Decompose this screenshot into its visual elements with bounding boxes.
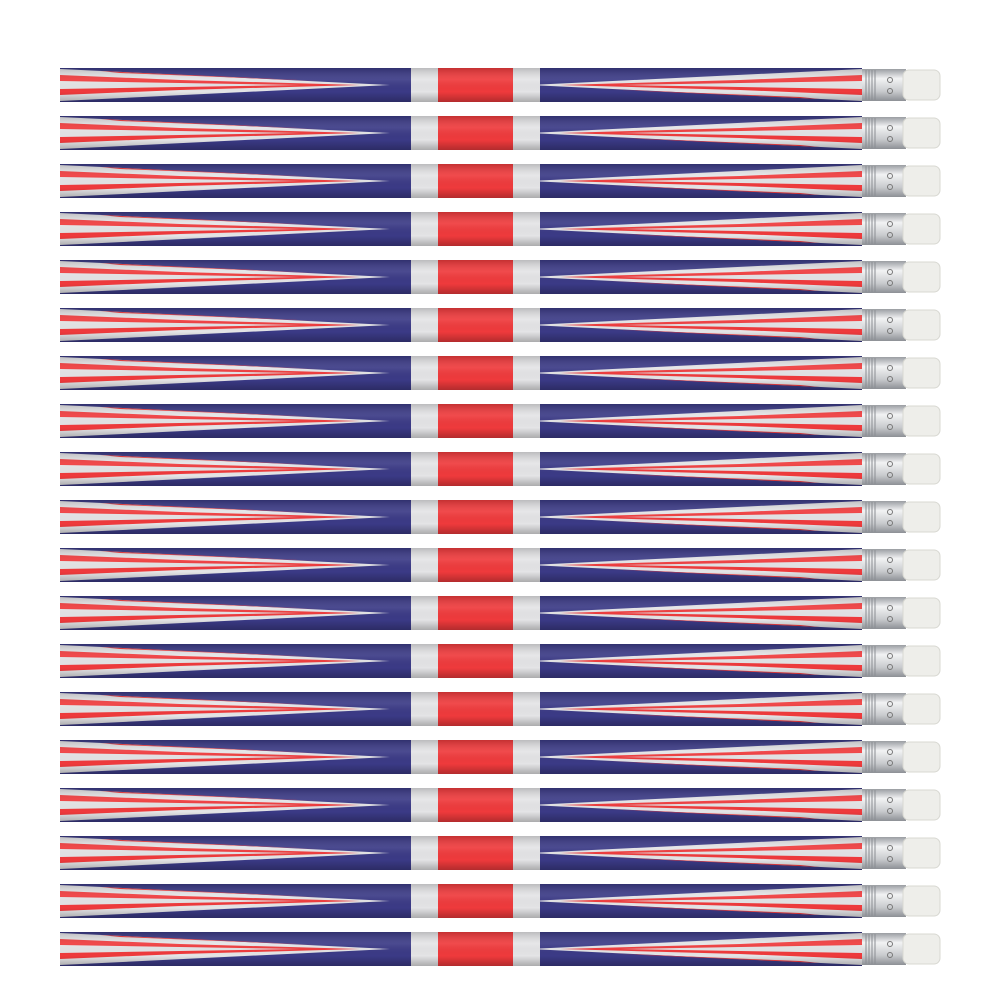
pencil	[60, 788, 941, 822]
pencil-shading	[60, 164, 862, 198]
pencil-eraser	[902, 933, 941, 965]
ferrule-emboss	[887, 221, 893, 227]
ferrule-emboss	[887, 653, 893, 659]
ferrule-emboss	[887, 376, 893, 382]
ferrule-emboss	[887, 557, 893, 563]
ferrule-emboss	[887, 317, 893, 323]
pencil-shading	[60, 692, 862, 726]
ferrule-emboss	[887, 232, 893, 238]
ferrule-emboss	[887, 472, 893, 478]
ferrule-emboss	[887, 269, 893, 275]
pencil	[60, 740, 941, 774]
pencil-eraser	[902, 261, 941, 293]
ferrule-emboss	[887, 424, 893, 430]
ferrule-emboss	[887, 509, 893, 515]
pencil	[60, 260, 941, 294]
pencil	[60, 164, 941, 198]
pencil-shading	[60, 356, 862, 390]
ferrule-emboss	[887, 125, 893, 131]
pencil-eraser	[902, 549, 941, 581]
pencil	[60, 932, 941, 966]
pencil-shading	[60, 836, 862, 870]
ferrule-emboss	[887, 856, 893, 862]
pencil-shading	[60, 260, 862, 294]
ferrule-emboss	[887, 749, 893, 755]
pencil-eraser	[902, 357, 941, 389]
pencil	[60, 356, 941, 390]
pencil-shading	[60, 884, 862, 918]
ferrule-emboss	[887, 808, 893, 814]
pencil	[60, 596, 941, 630]
ferrule-emboss	[887, 797, 893, 803]
ferrule-emboss	[887, 760, 893, 766]
pencil-shading	[60, 404, 862, 438]
ferrule-emboss	[887, 184, 893, 190]
pencil-eraser	[902, 213, 941, 245]
ferrule-emboss	[887, 280, 893, 286]
pencil-eraser	[902, 309, 941, 341]
pencil-shading	[60, 452, 862, 486]
pencil-eraser	[902, 165, 941, 197]
ferrule-emboss	[887, 941, 893, 947]
pencil-eraser	[902, 117, 941, 149]
pencil-shading	[60, 68, 862, 102]
pencil-eraser	[902, 453, 941, 485]
pencil-shading	[60, 932, 862, 966]
ferrule-emboss	[887, 616, 893, 622]
pencil-shading	[60, 116, 862, 150]
ferrule-emboss	[887, 664, 893, 670]
ferrule-emboss	[887, 893, 893, 899]
pencil	[60, 452, 941, 486]
pencil-shading	[60, 548, 862, 582]
ferrule-emboss	[887, 520, 893, 526]
ferrule-emboss	[887, 701, 893, 707]
pencil	[60, 644, 941, 678]
pencil-shading	[60, 500, 862, 534]
ferrule-emboss	[887, 904, 893, 910]
pencil-eraser	[902, 885, 941, 917]
pencil	[60, 500, 941, 534]
pencil	[60, 68, 941, 102]
pencil	[60, 692, 941, 726]
ferrule-emboss	[887, 712, 893, 718]
pencil	[60, 404, 941, 438]
pencil	[60, 884, 941, 918]
pencil-eraser	[902, 789, 941, 821]
pencil	[60, 836, 941, 870]
ferrule-emboss	[887, 461, 893, 467]
ferrule-emboss	[887, 328, 893, 334]
pencil-eraser	[902, 645, 941, 677]
pencil-eraser	[902, 837, 941, 869]
pencil-eraser	[902, 693, 941, 725]
ferrule-emboss	[887, 413, 893, 419]
pencil-eraser	[902, 741, 941, 773]
ferrule-emboss	[887, 136, 893, 142]
ferrule-emboss	[887, 845, 893, 851]
pencil	[60, 548, 941, 582]
ferrule-emboss	[887, 365, 893, 371]
ferrule-emboss	[887, 568, 893, 574]
ferrule-emboss	[887, 77, 893, 83]
pencil-shading	[60, 308, 862, 342]
pencil-shading	[60, 212, 862, 246]
pencil-eraser	[902, 501, 941, 533]
pencil-eraser	[902, 69, 941, 101]
pencil	[60, 116, 941, 150]
pencil-eraser	[902, 597, 941, 629]
ferrule-emboss	[887, 88, 893, 94]
pencil	[60, 212, 941, 246]
ferrule-emboss	[887, 952, 893, 958]
pencil-shading	[60, 644, 862, 678]
pencil	[60, 308, 941, 342]
ferrule-emboss	[887, 173, 893, 179]
pencil-shading	[60, 788, 862, 822]
pencil-eraser	[902, 405, 941, 437]
pencil-shading	[60, 596, 862, 630]
pencil-shading	[60, 740, 862, 774]
ferrule-emboss	[887, 605, 893, 611]
